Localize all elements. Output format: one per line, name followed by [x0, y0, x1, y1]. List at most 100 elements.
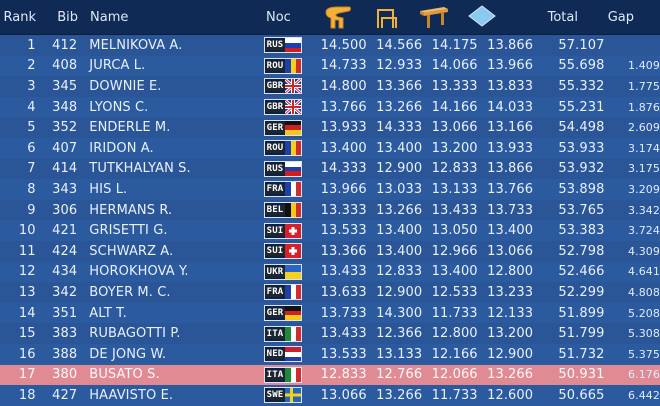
balance-beam-icon	[410, 2, 458, 32]
table-row[interactable]: 11 424 SCHWARZ A. SUI 13.366 13.400 12.966 13.…	[0, 240, 660, 262]
gap-value: 5.208	[628, 306, 660, 320]
flag-graphic	[285, 58, 302, 73]
bib-cell: 306	[52, 202, 78, 218]
table-row[interactable]: 16 388 DE JONG W. NED 13.533 13.133 12.166 12.9…	[0, 343, 660, 365]
floor-score: 14.033	[487, 99, 534, 115]
beam-score: 12.533	[431, 284, 478, 300]
table-row[interactable]: 17 380 BUSATO S. ITA 12.833 12.766 12.066 13.26…	[0, 364, 660, 386]
beam-score: 14.066	[431, 58, 478, 74]
vault-score: 13.066	[320, 387, 367, 403]
athlete-name-cell: HERMANS R.	[89, 202, 173, 218]
athlete-name-cell: MELNIKOVA A.	[89, 37, 183, 53]
noc-code: SWE	[264, 390, 286, 401]
table-row[interactable]: 18 427 HAAVISTO E. SWE 13.066 13.266 11.733 12…	[0, 385, 660, 406]
flag-graphic	[285, 388, 302, 403]
noc-cell: BEL	[263, 202, 312, 219]
table-row[interactable]: 14 351 ALT T. GER 13.733 14.300 11.733 12.133 51…	[0, 302, 660, 324]
table-row[interactable]: 3 345 DOWNIE E. GBR 14.800 13.366 13.333 13.83…	[0, 76, 660, 97]
table-row[interactable]: 15 383 RUBAGOTTI P. ITA 13.433 12.366 12.800 13…	[0, 323, 660, 344]
table-row[interactable]: 8 343 HIS L. FRA 13.966 13.033 13.133 13.766 53.…	[0, 179, 660, 200]
noc-cell: FRA	[263, 284, 312, 301]
results-header: Rank Bib Name Noc	[0, 0, 660, 35]
rank-cell: 5	[27, 120, 36, 136]
beam-score: 14.175	[431, 37, 478, 53]
bars-score: 13.400	[376, 140, 423, 156]
floor-score: 13.966	[487, 58, 534, 74]
rank-cell: 11	[18, 243, 36, 259]
table-row[interactable]: 13 342 BOYER M. C. FRA 13.633 12.900 12.533 13.…	[0, 282, 660, 303]
bib-cell: 383	[52, 326, 78, 342]
country-flag-icon: SWE	[263, 387, 303, 404]
bib-cell: 408	[52, 58, 78, 74]
table-row[interactable]: 2 408 JURCA L. ROU 14.733 12.933 14.066 13.966 5…	[0, 55, 660, 77]
athlete-name-cell: TUTKHALYAN S.	[89, 161, 191, 177]
bib-cell: 421	[52, 223, 78, 239]
bib-cell: 343	[52, 181, 78, 197]
noc-cell: FRA	[263, 181, 312, 198]
floor-score: 12.133	[487, 305, 534, 321]
country-flag-icon: FRA	[263, 181, 303, 198]
country-flag-icon: SUI	[263, 222, 303, 239]
country-flag-icon: NED	[263, 346, 303, 363]
noc-code: ITA	[264, 328, 286, 339]
total-score: 53.383	[558, 223, 605, 239]
noc-code: GER	[264, 308, 286, 319]
table-row[interactable]: 7 414 TUTKHALYAN S. RUS 14.333 12.900 12.833 13…	[0, 158, 660, 180]
uneven-bars-icon	[362, 2, 410, 32]
noc-cell: ROU	[263, 57, 312, 74]
beam-score: 12.966	[431, 243, 478, 259]
gap-value: 1.876	[628, 100, 660, 114]
bib-cell: 342	[52, 284, 78, 300]
gap-value: 2.609	[628, 121, 660, 135]
table-row[interactable]: 5 352 ENDERLE M. GER 13.933 14.333 13.066 13.16…	[0, 117, 660, 138]
beam-score: 11.733	[431, 305, 478, 321]
table-row[interactable]: 6 407 IRIDON A. ROU 13.400 13.400 13.200 13.933…	[0, 137, 660, 159]
table-row[interactable]: 1 412 MELNIKOVA A. RUS 14.500 14.566 14.175 13.…	[0, 35, 660, 56]
name-header: Name	[90, 9, 129, 25]
rank-cell: 9	[27, 202, 36, 218]
table-row[interactable]: 4 348 LYONS C. GBR 13.766 13.266 14.166 14.033…	[0, 96, 660, 118]
bib-cell: 434	[52, 264, 78, 280]
noc-cell: RUS	[263, 160, 312, 177]
bars-score: 13.400	[376, 223, 423, 239]
bib-cell: 427	[52, 387, 78, 403]
flag-graphic	[285, 347, 302, 362]
beam-score: 13.050	[431, 223, 478, 239]
gap-value: 6.176	[628, 368, 660, 382]
gap-value: 1.775	[628, 79, 660, 93]
total-score: 55.231	[558, 99, 605, 115]
flag-graphic	[285, 203, 302, 218]
country-flag-icon: UKR	[263, 263, 303, 280]
bars-score: 14.333	[376, 120, 423, 136]
flag-graphic	[285, 306, 302, 321]
flag-graphic	[285, 182, 302, 197]
flag-graphic	[285, 120, 302, 135]
country-flag-icon: RUS	[263, 160, 303, 177]
floor-score: 13.866	[487, 161, 534, 177]
gap-value: 3.342	[628, 203, 660, 217]
table-row[interactable]: 10 421 GRISETTI G. SUI 13.533 13.400 13.050 13…	[0, 220, 660, 241]
rank-cell: 16	[18, 346, 36, 362]
rank-cell: 17	[18, 367, 36, 383]
vault-score: 13.400	[320, 140, 367, 156]
noc-cell: GBR	[263, 78, 312, 95]
results-rows: 1 412 MELNIKOVA A. RUS 14.500 14.566 14.175 13.…	[0, 35, 660, 406]
country-flag-icon: SUI	[263, 243, 303, 260]
country-flag-icon: ROU	[263, 57, 303, 74]
athlete-name-cell: GRISETTI G.	[89, 223, 168, 239]
vault-score: 14.500	[320, 37, 367, 53]
noc-code: SUI	[264, 246, 286, 257]
bib-cell: 345	[52, 78, 78, 94]
table-row[interactable]: 9 306 HERMANS R. BEL 13.333 13.266 13.433 13.73…	[0, 199, 660, 221]
total-header: Total	[547, 9, 578, 25]
total-score: 51.799	[558, 326, 605, 342]
gap-value: 4.808	[628, 285, 660, 299]
table-row[interactable]: 12 434 HOROKHOVA Y. UKR 13.433 12.833 13.400 12…	[0, 261, 660, 283]
beam-score: 13.333	[431, 78, 478, 94]
bars-score: 12.766	[376, 367, 423, 383]
noc-cell: SUI	[263, 222, 312, 239]
floor-score: 12.600	[487, 387, 534, 403]
rank-cell: 4	[27, 99, 36, 115]
rank-cell: 14	[18, 305, 36, 321]
rank-cell: 1	[27, 37, 36, 53]
